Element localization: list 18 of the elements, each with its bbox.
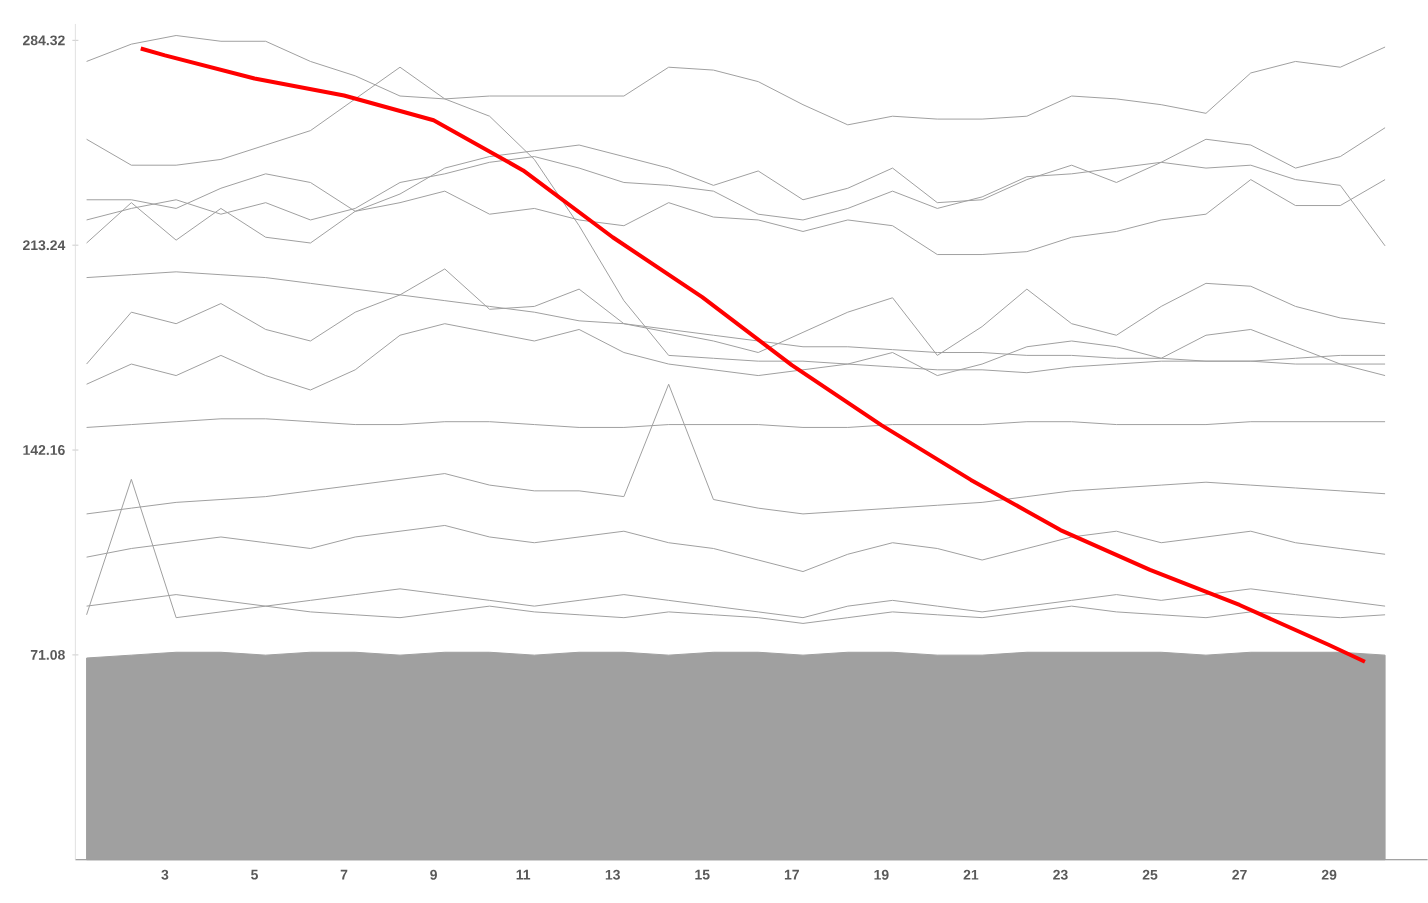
x-tick-label: 3 — [161, 869, 169, 880]
x-tick-label: 11 — [516, 869, 531, 880]
x-tick-label: 7 — [340, 869, 348, 880]
x-tick-label: 23 — [1053, 869, 1068, 880]
y-tick-label: 71.08 — [30, 650, 65, 660]
x-tick-label: 9 — [430, 869, 437, 880]
x-tick-label: 5 — [251, 869, 258, 880]
y-tick-label: 284.32 — [22, 35, 65, 46]
x-tick-label: 29 — [1321, 869, 1337, 880]
y-tick-label: 142.16 — [23, 445, 65, 456]
x-tick-label: 17 — [784, 869, 799, 880]
x-tick-label: 27 — [1232, 869, 1247, 880]
x-tick-label: 19 — [874, 869, 889, 880]
y-tick-label: 213.24 — [22, 240, 66, 251]
x-tick-label: 21 — [963, 869, 979, 880]
x-tick-label: 25 — [1142, 869, 1158, 880]
x-tick-label: 13 — [605, 869, 620, 880]
x-tick-label: 15 — [695, 869, 710, 880]
